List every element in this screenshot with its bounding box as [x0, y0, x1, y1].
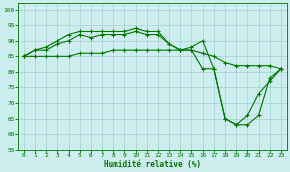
X-axis label: Humidité relative (%): Humidité relative (%)	[104, 159, 201, 169]
